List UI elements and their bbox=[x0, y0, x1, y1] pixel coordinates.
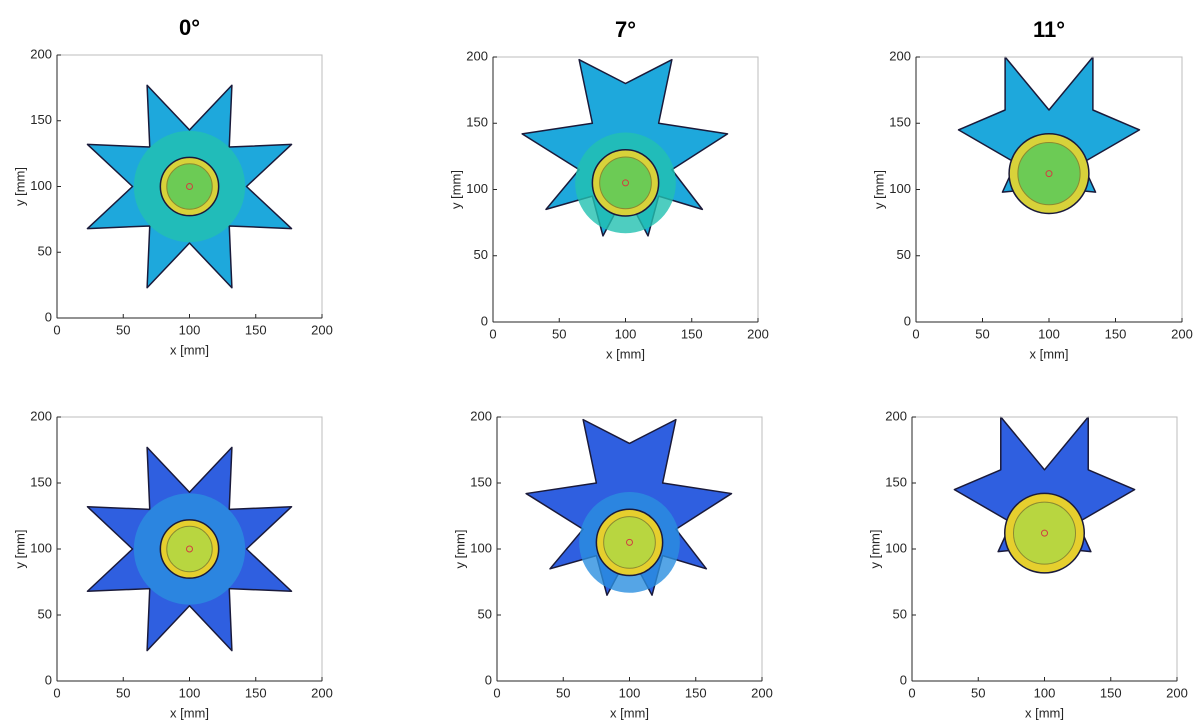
subplot: 0 50 100 150 200 0 50 100 150 200 x [mm] y [mm] 7° bbox=[448, 17, 768, 362]
y-axis-label: y [mm] bbox=[12, 530, 27, 569]
x-tick-label: 100 bbox=[619, 685, 641, 700]
x-tick-label: 0 bbox=[53, 322, 60, 337]
subplot: 0 50 100 150 200 0 50 100 150 200 x [mm] y [mm] bbox=[452, 408, 772, 720]
y-axis-label: y [mm] bbox=[867, 530, 882, 569]
y-tick-label: 0 bbox=[485, 672, 492, 687]
y-tick-label: 200 bbox=[30, 46, 52, 61]
y-tick-label: 50 bbox=[38, 606, 52, 621]
y-tick-label: 150 bbox=[889, 115, 911, 130]
y-tick-label: 150 bbox=[30, 112, 52, 127]
y-tick-label: 100 bbox=[30, 178, 52, 193]
y-tick-label: 150 bbox=[30, 474, 52, 489]
x-tick-label: 150 bbox=[245, 685, 267, 700]
x-axis-label: x [mm] bbox=[1030, 346, 1069, 361]
x-tick-label: 100 bbox=[615, 326, 637, 341]
subplot: 0 50 100 150 200 0 50 100 150 200 x [mm] y [mm] 0° bbox=[12, 15, 332, 358]
x-tick-label: 150 bbox=[685, 685, 707, 700]
x-axis-label: x [mm] bbox=[170, 342, 209, 357]
contour-region bbox=[622, 179, 629, 187]
x-tick-label: 0 bbox=[493, 685, 500, 700]
y-tick-label: 0 bbox=[45, 309, 52, 324]
x-tick-label: 50 bbox=[556, 685, 570, 700]
contour-region bbox=[1012, 501, 1077, 565]
x-tick-label: 0 bbox=[908, 685, 915, 700]
x-tick-label: 200 bbox=[311, 322, 333, 337]
contour-region bbox=[186, 545, 193, 553]
x-tick-label: 100 bbox=[179, 685, 201, 700]
subplot: 0 50 100 150 200 0 50 100 150 200 x [mm] y [mm] bbox=[867, 408, 1187, 720]
x-tick-label: 200 bbox=[1171, 326, 1193, 341]
y-tick-label: 0 bbox=[45, 672, 52, 687]
y-axis-label: y [mm] bbox=[871, 170, 886, 209]
y-tick-label: 100 bbox=[466, 181, 488, 196]
y-tick-label: 200 bbox=[889, 48, 911, 63]
x-tick-label: 200 bbox=[751, 685, 773, 700]
y-tick-label: 200 bbox=[466, 48, 488, 63]
y-tick-label: 200 bbox=[885, 408, 907, 423]
x-tick-label: 100 bbox=[179, 322, 201, 337]
y-tick-label: 50 bbox=[478, 606, 492, 621]
y-axis-label: y [mm] bbox=[452, 530, 467, 569]
y-tick-label: 100 bbox=[470, 540, 492, 555]
contour-region bbox=[186, 183, 193, 190]
x-axis-label: x [mm] bbox=[610, 705, 649, 720]
subplot: 0 50 100 150 200 0 50 100 150 200 x [mm] y [mm] 11° bbox=[871, 17, 1192, 362]
y-tick-label: 100 bbox=[885, 540, 907, 555]
x-tick-label: 200 bbox=[747, 326, 769, 341]
y-tick-label: 200 bbox=[470, 408, 492, 423]
y-tick-label: 150 bbox=[470, 474, 492, 489]
x-tick-label: 50 bbox=[116, 685, 130, 700]
x-tick-label: 0 bbox=[912, 326, 919, 341]
x-tick-label: 150 bbox=[681, 326, 703, 341]
contour-region bbox=[166, 525, 213, 573]
contour-region bbox=[603, 516, 656, 569]
x-tick-label: 100 bbox=[1038, 326, 1060, 341]
y-tick-label: 50 bbox=[897, 247, 911, 262]
x-tick-label: 0 bbox=[53, 685, 60, 700]
x-tick-label: 200 bbox=[1166, 685, 1188, 700]
y-tick-label: 50 bbox=[893, 606, 907, 621]
x-tick-label: 0 bbox=[489, 326, 496, 341]
y-axis-label: y [mm] bbox=[448, 170, 463, 209]
y-tick-label: 0 bbox=[904, 313, 911, 328]
y-tick-label: 100 bbox=[889, 181, 911, 196]
x-tick-label: 50 bbox=[552, 326, 566, 341]
y-tick-label: 0 bbox=[900, 672, 907, 687]
y-tick-label: 150 bbox=[466, 115, 488, 130]
y-tick-label: 100 bbox=[30, 540, 52, 555]
x-tick-label: 50 bbox=[116, 322, 130, 337]
contour-region bbox=[626, 538, 633, 546]
x-axis-label: x [mm] bbox=[1025, 705, 1064, 720]
y-tick-label: 0 bbox=[481, 313, 488, 328]
y-tick-label: 50 bbox=[474, 247, 488, 262]
x-tick-label: 150 bbox=[245, 322, 267, 337]
x-axis-label: x [mm] bbox=[606, 346, 645, 361]
x-axis-label: x [mm] bbox=[170, 705, 209, 720]
subplot-title: 7° bbox=[615, 17, 636, 42]
y-tick-label: 200 bbox=[30, 408, 52, 423]
contour-region bbox=[1041, 529, 1048, 537]
x-tick-label: 50 bbox=[971, 685, 985, 700]
x-tick-label: 150 bbox=[1105, 326, 1127, 341]
contour-region bbox=[599, 156, 652, 210]
y-tick-label: 150 bbox=[885, 474, 907, 489]
subplot: 0 50 100 150 200 0 50 100 150 200 x [mm] y [mm] bbox=[12, 408, 332, 720]
subplot-title: 11° bbox=[1033, 17, 1065, 42]
contour-region bbox=[1045, 170, 1053, 178]
x-tick-label: 150 bbox=[1100, 685, 1122, 700]
y-axis-label: y [mm] bbox=[12, 167, 27, 206]
x-tick-label: 50 bbox=[975, 326, 989, 341]
x-tick-label: 100 bbox=[1034, 685, 1056, 700]
contour-region bbox=[1017, 141, 1081, 206]
contour-region bbox=[166, 163, 213, 210]
x-tick-label: 200 bbox=[311, 685, 333, 700]
y-tick-label: 50 bbox=[38, 244, 52, 259]
subplot-title: 0° bbox=[179, 15, 200, 40]
